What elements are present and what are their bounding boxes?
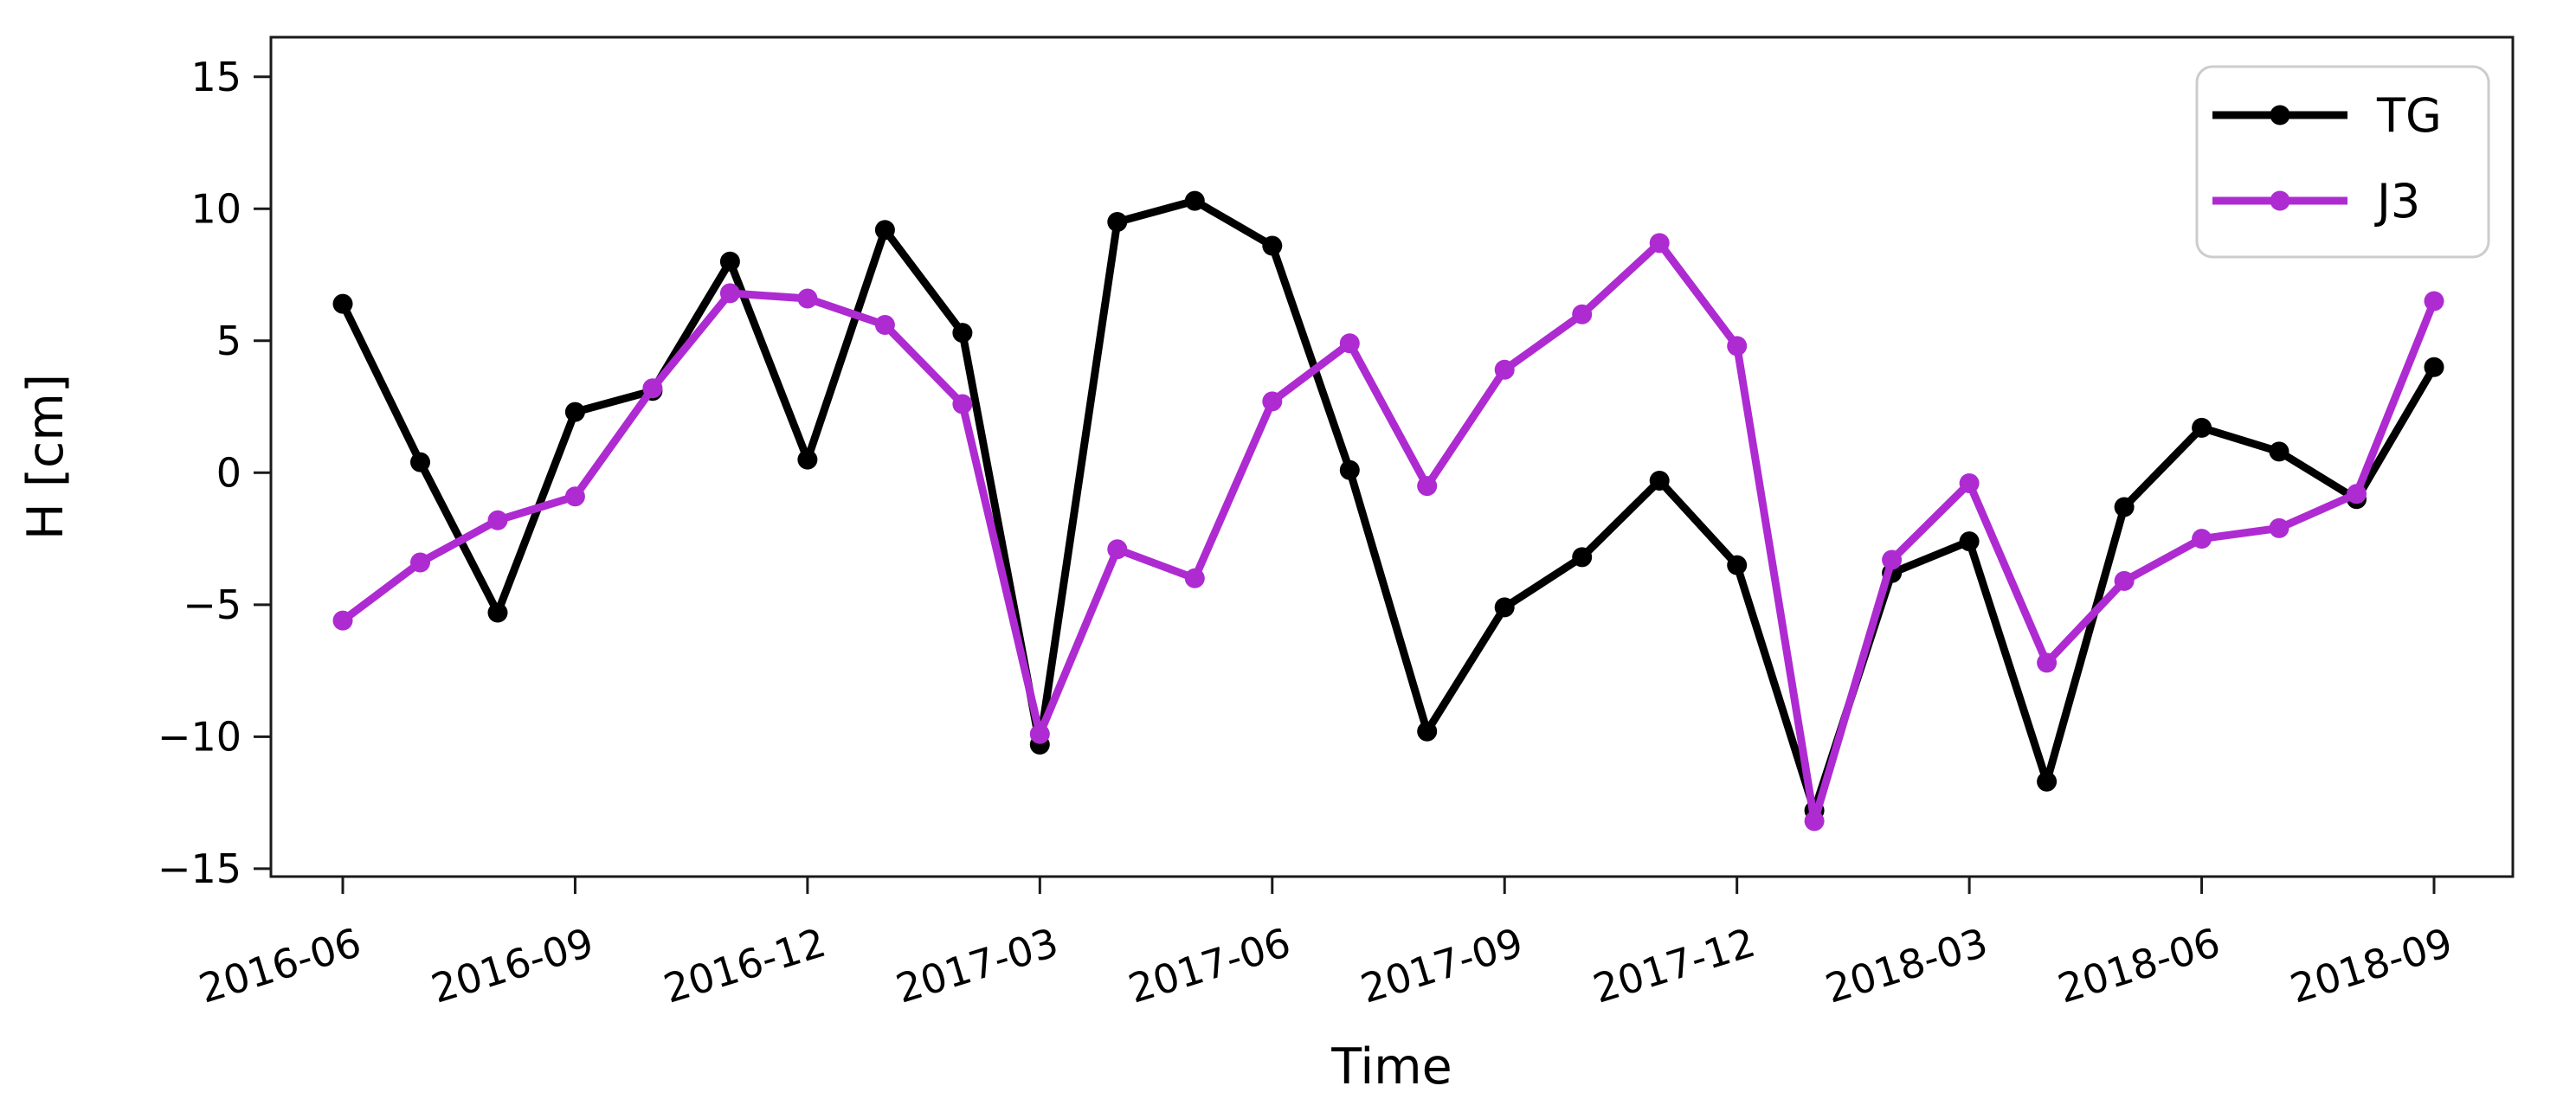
tg-marker [1959,531,1980,552]
legend-label-tg: TG [2376,88,2442,143]
y-axis-label: H [cm] [17,374,74,540]
y-tick-label: 5 [216,318,242,364]
j3-marker [1959,473,1980,493]
x-tick-label: 2017-06 [1123,919,1296,1012]
x-axis: 2016-06 2016-09 2016-12 2017-03 2017-06 2017-… [194,877,2458,1012]
j3-marker [2424,291,2444,312]
tg-line [338,196,2438,815]
j3-marker [2269,517,2289,538]
tg-marker [874,220,895,241]
series-group [332,190,2444,832]
x-tick-label: 2017-03 [891,919,1064,1012]
j3-marker [1339,333,1360,354]
j3-marker [1804,811,1825,832]
j3-marker [642,378,663,399]
tg-marker [1727,555,1748,575]
tg-marker [1184,190,1205,211]
tg-marker [1107,212,1128,232]
y-tick-label: −15 [158,845,242,892]
plot-border [269,35,2515,878]
tg-marker [797,449,818,470]
tg-marker [1494,597,1515,618]
x-tick-label: 2016-06 [194,919,367,1012]
x-tick-label: 2017-09 [1356,919,1529,1012]
j3-marker [1184,568,1205,588]
tg-marker [1417,721,1438,742]
j3-marker [1882,549,1903,570]
y-axis: 15 10 5 0 −5 −10 −15 [158,54,271,892]
j3-marker [564,486,585,507]
tg-marker [1572,547,1593,568]
x-tick-label: 2016-09 [426,919,599,1012]
j3-marker [1029,723,1050,744]
y-tick-label: 0 [216,449,242,496]
y-tick-label: −5 [183,581,242,628]
j3-marker [1727,336,1748,357]
j3-marker [1494,359,1515,380]
j3-marker [1107,539,1128,560]
j3-marker [332,610,353,631]
tg-marker [410,452,430,472]
j3-marker [1572,304,1593,324]
x-tick-label: 2017-12 [1587,919,1761,1012]
j3-marker [1649,233,1670,254]
legend-item-j3: J3 [2212,174,2420,228]
legend-item-tg: TG [2212,88,2442,143]
j3-line [338,239,2438,826]
j3-marker [797,288,818,309]
tg-marker [332,293,353,314]
x-tick-label: 2018-06 [2052,919,2225,1012]
j3-marker [719,283,740,304]
axes-frame [269,35,2515,878]
legend-box [2195,65,2490,259]
x-axis-label: Time [1330,1038,1452,1096]
x-tick-label: 2018-09 [2285,919,2458,1012]
y-tick-label: 10 [190,185,242,232]
tg-marker [952,323,973,344]
j3-series [332,233,2444,832]
j3-marker [1262,391,1283,412]
tg-marker [2114,497,2135,517]
x-tick-label: 2016-12 [659,919,832,1012]
y-tick-label: −10 [158,713,242,760]
j3-marker [2192,529,2212,549]
j3-marker [2114,570,2135,591]
j3-marker [410,552,430,573]
j3-marker [952,394,973,414]
tg-marker [2037,771,2058,792]
tg-marker [487,602,508,623]
tg-series [332,190,2444,821]
legend-marker-tg-icon [2270,105,2290,125]
x-tick-label: 2018-03 [1820,919,1993,1012]
tg-marker [1649,471,1670,491]
legend-label-j3: J3 [2374,174,2420,228]
tg-marker [2424,357,2444,377]
j3-marker [487,510,508,530]
tg-marker [719,251,740,272]
tg-marker [1262,235,1283,256]
y-tick-label: 15 [190,54,242,100]
tg-marker [564,402,585,422]
j3-marker [874,315,895,335]
j3-marker [2347,484,2367,504]
tg-marker [2269,441,2289,462]
legend: TG J3 [2195,65,2490,259]
legend-marker-j3-icon [2270,190,2290,211]
j3-marker [1417,476,1438,497]
tg-marker [2192,417,2212,438]
j3-marker [2037,652,2058,673]
tg-marker [1339,459,1360,480]
